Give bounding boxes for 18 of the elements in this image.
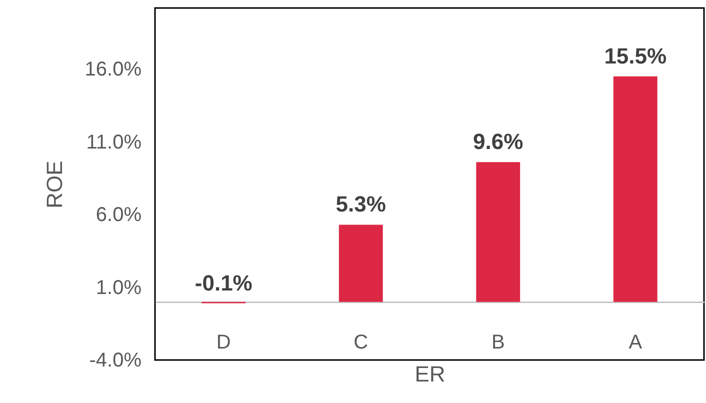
bar xyxy=(476,162,520,302)
data-label: 9.6% xyxy=(473,129,524,154)
data-label: 5.3% xyxy=(336,192,386,217)
y-tick-label: -4.0% xyxy=(89,350,142,372)
x-tick-label: B xyxy=(491,331,505,354)
data-label: 15.5% xyxy=(604,43,667,68)
data-label: -0.1% xyxy=(194,270,252,296)
y-axis-title: ROE xyxy=(42,160,67,208)
y-tick-label: 1.0% xyxy=(96,276,142,299)
x-tick-label: D xyxy=(216,331,231,354)
y-tick-label: 6.0% xyxy=(96,204,142,226)
bar xyxy=(338,224,383,302)
x-axis-title: ER xyxy=(414,361,446,386)
y-tick-label: 11.0% xyxy=(86,131,142,154)
bar xyxy=(613,76,658,302)
x-tick-label: C xyxy=(354,331,368,354)
x-tick-label: A xyxy=(628,331,643,354)
y-tick-label: 16.0% xyxy=(84,58,142,81)
